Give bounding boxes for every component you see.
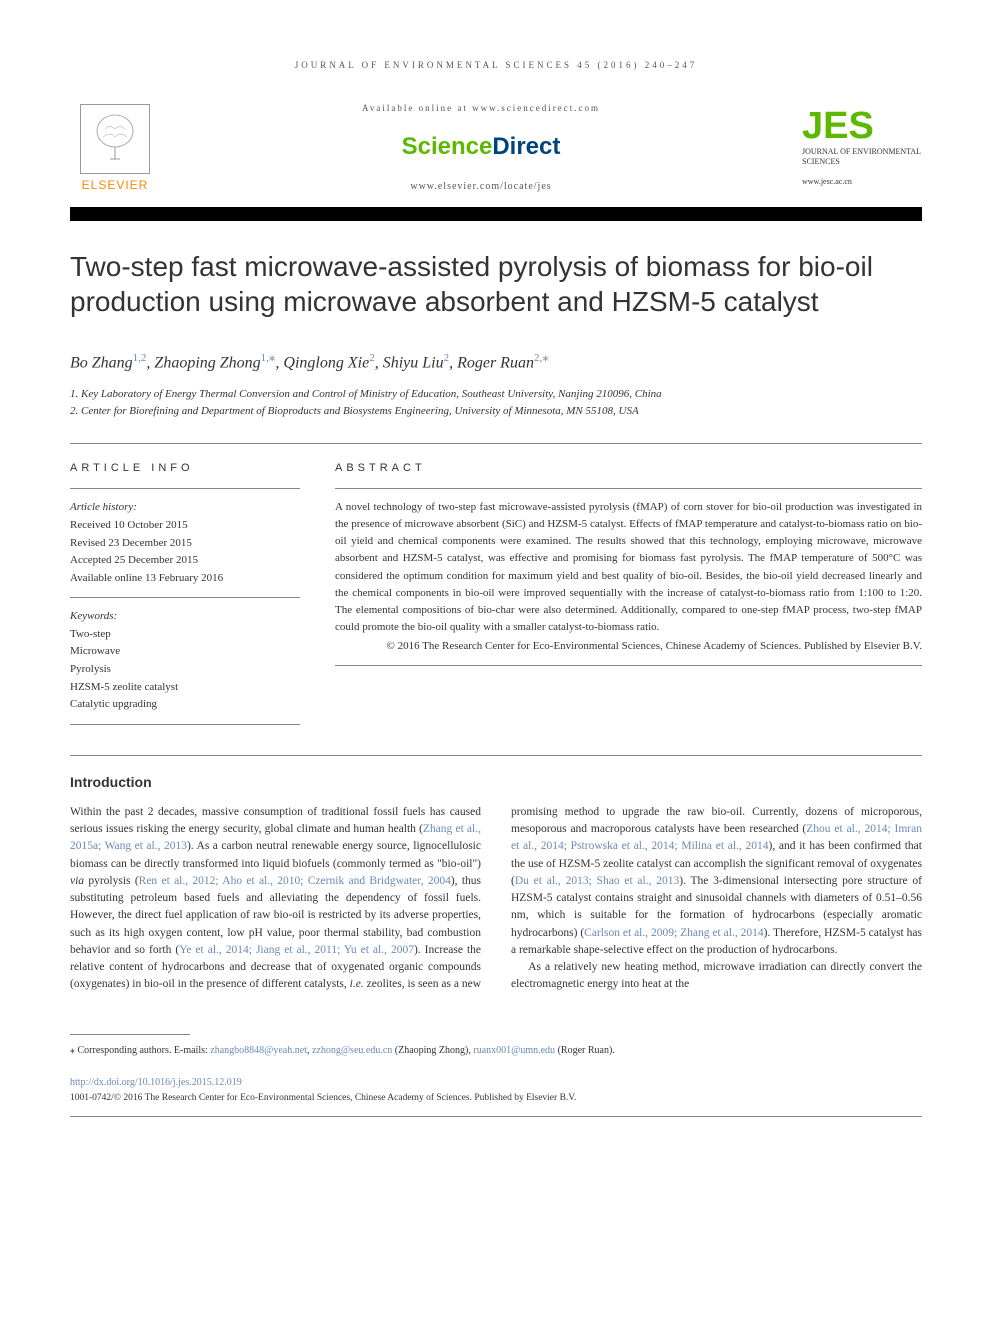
author-list: Bo Zhang1,2, Zhaoping Zhong1,⁎, Qinglong… — [70, 349, 922, 372]
page-footer: ⁎ Corresponding authors. E-mails: zhangb… — [70, 1034, 922, 1117]
keywords-block: Keywords: Two-step Microwave Pyrolysis H… — [70, 597, 300, 725]
emails-label: E-mails: — [174, 1045, 208, 1056]
available-online-text: Available online at www.sciencedirect.co… — [160, 103, 802, 113]
article-history-block: Article history: Received 10 October 201… — [70, 488, 300, 597]
jes-fullname: JOURNAL OF ENVIRONMENTAL SCIENCES — [802, 147, 922, 168]
corresponding-star: ⁎ Corresponding authors. — [70, 1045, 171, 1056]
keyword: Pyrolysis — [70, 661, 300, 679]
jes-url[interactable]: www.jesc.ac.cn — [802, 177, 922, 186]
sciencedirect-logo[interactable]: ScienceDirect — [160, 133, 802, 161]
footer-copyright: 1001-0742/© 2016 The Research Center for… — [70, 1091, 922, 1106]
abstract-copyright: © 2016 The Research Center for Eco-Envir… — [335, 638, 922, 655]
email-name-2: (Zhaoping Zhong), — [395, 1045, 471, 1056]
history-accepted: Accepted 25 December 2015 — [70, 552, 300, 570]
keyword: Catalytic upgrading — [70, 696, 300, 714]
article-info-heading: ARTICLE INFO — [70, 462, 300, 474]
journal-citation: JOURNAL OF ENVIRONMENTAL SCIENCES 45 (20… — [70, 60, 922, 70]
keywords-label: Keywords: — [70, 608, 300, 626]
abstract-body: A novel technology of two-step fast micr… — [335, 501, 922, 632]
sciencedirect-block: Available online at www.sciencedirect.co… — [160, 103, 802, 192]
affiliation-1: 1. Key Laboratory of Energy Thermal Conv… — [70, 386, 922, 403]
keyword: Microwave — [70, 643, 300, 661]
abstract-column: ABSTRACT A novel technology of two-step … — [335, 462, 922, 725]
locate-url[interactable]: www.elsevier.com/locate/jes — [160, 181, 802, 192]
article-info-column: ARTICLE INFO Article history: Received 1… — [70, 462, 300, 725]
article-title: Two-step fast microwave-assisted pyrolys… — [70, 249, 922, 319]
publisher-header: ELSEVIER Available online at www.science… — [70, 95, 922, 207]
keyword: Two-step — [70, 626, 300, 644]
black-divider-bar — [70, 207, 922, 221]
email-name-3: (Roger Ruan). — [558, 1045, 615, 1056]
history-online: Available online 13 February 2016 — [70, 570, 300, 588]
email-link-3[interactable]: ruanx001@umn.edu — [473, 1045, 555, 1056]
elsevier-tree-icon — [80, 104, 150, 174]
history-label: Article history: — [70, 499, 300, 517]
abstract-text: A novel technology of two-step fast micr… — [335, 488, 922, 665]
email-link-2[interactable]: zzhong@seu.edu.cn — [312, 1045, 392, 1056]
introduction-section: Introduction Within the past 2 decades, … — [70, 755, 922, 994]
jes-logo-block: JES JOURNAL OF ENVIRONMENTAL SCIENCES ww… — [802, 109, 922, 187]
body-text: Within the past 2 decades, massive consu… — [70, 804, 922, 994]
keyword: HZSM-5 zeolite catalyst — [70, 679, 300, 697]
elsevier-wordmark: ELSEVIER — [82, 178, 149, 192]
elsevier-logo: ELSEVIER — [70, 104, 160, 192]
sd-science: Science — [402, 133, 493, 160]
footer-bottom-rule — [70, 1116, 922, 1117]
affiliations: 1. Key Laboratory of Energy Thermal Conv… — [70, 386, 922, 419]
jes-wordmark: JES — [802, 109, 922, 143]
sd-direct: Direct — [492, 133, 560, 160]
footnote-rule — [70, 1034, 190, 1035]
corresponding-authors: ⁎ Corresponding authors. E-mails: zhangb… — [70, 1043, 922, 1059]
abstract-heading: ABSTRACT — [335, 462, 922, 474]
info-abstract-row: ARTICLE INFO Article history: Received 1… — [70, 443, 922, 725]
introduction-heading: Introduction — [70, 774, 922, 790]
history-revised: Revised 23 December 2015 — [70, 535, 300, 553]
history-received: Received 10 October 2015 — [70, 517, 300, 535]
affiliation-2: 2. Center for Biorefining and Department… — [70, 403, 922, 420]
email-link-1[interactable]: zhangbo8848@yeah.net — [210, 1045, 307, 1056]
doi-link[interactable]: http://dx.doi.org/10.1016/j.jes.2015.12.… — [70, 1075, 922, 1091]
